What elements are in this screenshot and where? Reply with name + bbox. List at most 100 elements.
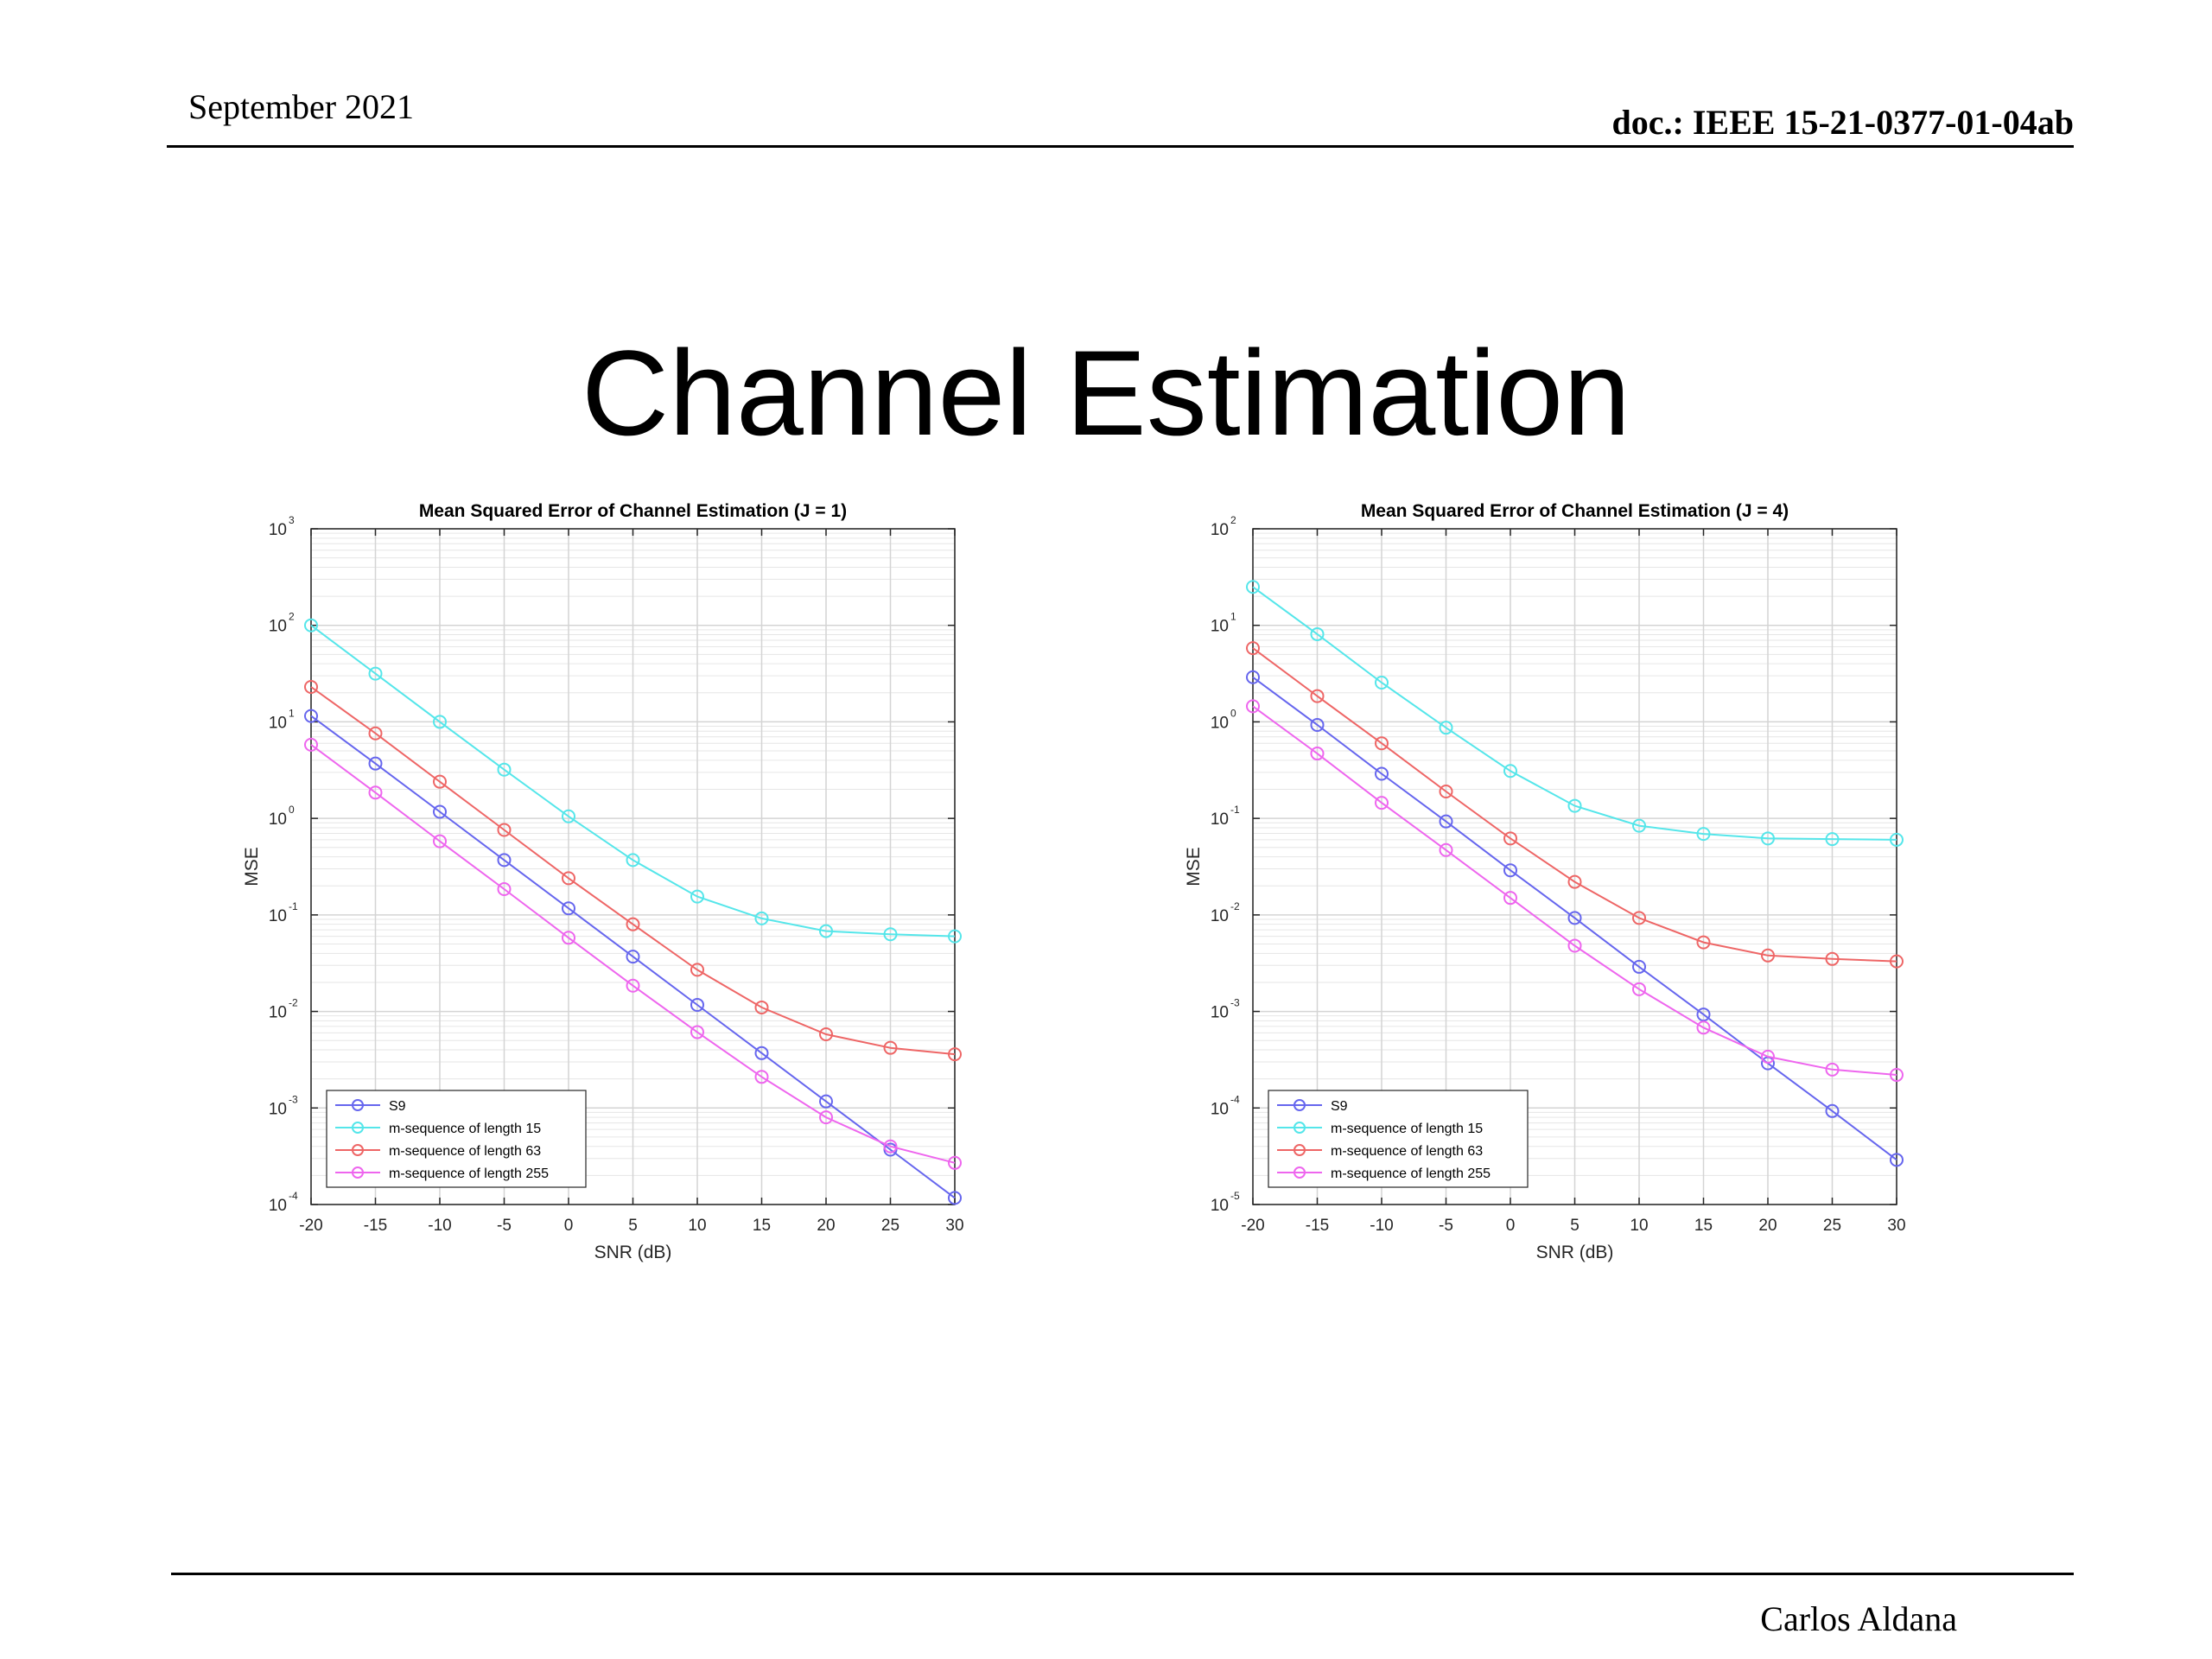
x-tick-label: 15: [753, 1217, 771, 1235]
y-axis-label: MSE: [1184, 847, 1204, 887]
data-point: [1696, 1007, 1711, 1022]
x-tick-label: 10: [1630, 1217, 1648, 1235]
data-point: [1632, 982, 1646, 996]
legend-entry: m-sequence of length 255: [1331, 1166, 1491, 1181]
data-point: [1439, 721, 1453, 735]
data-point: [304, 618, 318, 632]
legend-entry: m-sequence of length 63: [389, 1144, 541, 1159]
data-point: [304, 709, 318, 723]
x-tick-label: 10: [688, 1217, 706, 1235]
mse-chart-j1: -20 -15 -10 -5 0 5 10 15 20 25 30 10 -4 10 -3 10 -2 10 -1 1…: [225, 484, 1002, 1279]
y-tick-exponent: -4: [1230, 1093, 1240, 1105]
y-tick-label: 10: [269, 907, 287, 925]
x-tick-label: 20: [1758, 1217, 1777, 1235]
data-point: [626, 978, 640, 993]
data-point: [1375, 676, 1389, 690]
legend-entry: S9: [389, 1099, 406, 1114]
data-point: [883, 1040, 898, 1055]
series-line: [310, 686, 956, 1056]
x-tick-label: 0: [1506, 1217, 1516, 1235]
legend-marker: [352, 1099, 364, 1111]
x-axis-label: SNR (dB): [1536, 1243, 1614, 1262]
data-point: [368, 726, 383, 741]
data-point: [1761, 948, 1775, 963]
header-rule: [167, 145, 2074, 148]
y-tick-exponent: 1: [1230, 611, 1236, 623]
data-point: [1439, 814, 1453, 829]
data-point: [497, 882, 512, 897]
chart-svg: -20 -15 -10 -5 0 5 10 15 20 25 3010-410-310-210-11…: [242, 501, 964, 1262]
y-tick-exponent: 0: [289, 804, 295, 816]
x-tick-label: -20: [1241, 1217, 1264, 1235]
data-point: [1890, 1068, 1904, 1083]
y-tick-label: 10: [269, 1100, 287, 1118]
data-point: [304, 737, 318, 752]
legend-marker: [352, 1144, 364, 1156]
chart-svg: -20 -15 -10 -5 0 5 10 15 20 25 3010-510-410-310-21…: [1184, 501, 1906, 1262]
data-point: [497, 823, 512, 837]
x-tick-label: 30: [945, 1217, 963, 1235]
y-tick-exponent: -5: [1230, 1190, 1240, 1202]
y-tick-label: 10: [269, 1197, 287, 1215]
y-tick-exponent: 2: [1230, 514, 1236, 526]
footer-author: Carlos Aldana: [1760, 1599, 1957, 1638]
data-point: [754, 911, 769, 925]
legend-marker: [352, 1166, 364, 1179]
y-tick-label: 10: [1211, 907, 1229, 925]
x-tick-label: 25: [1823, 1217, 1841, 1235]
data-point: [368, 785, 383, 800]
data-point: [1761, 1049, 1775, 1064]
data-point: [1439, 785, 1453, 799]
y-tick-exponent: 2: [289, 611, 295, 623]
data-point: [562, 871, 575, 886]
y-tick-exponent: 0: [1230, 707, 1236, 719]
data-point: [819, 1110, 833, 1125]
series-line: [1252, 676, 1897, 1161]
series-2: [304, 680, 962, 1062]
data-point: [626, 950, 640, 964]
x-tick-label: 5: [1570, 1217, 1580, 1235]
data-point: [1825, 832, 1840, 847]
data-point: [1310, 689, 1325, 703]
data-point: [754, 1070, 769, 1084]
data-point: [819, 924, 833, 938]
y-tick-label: 10: [1211, 714, 1229, 732]
y-tick-label: 10: [269, 618, 287, 636]
series-2: [1246, 641, 1904, 969]
data-point: [1503, 863, 1517, 878]
data-point: [368, 756, 383, 771]
y-tick-label: 10: [1211, 618, 1229, 636]
y-tick-label: 10: [269, 521, 287, 539]
slide-title: Channel Estimation: [582, 325, 1630, 461]
data-point: [368, 666, 383, 681]
x-tick-label: -10: [1370, 1217, 1393, 1235]
data-point: [1890, 832, 1904, 847]
x-tick-label: 5: [628, 1217, 638, 1235]
data-point: [1696, 935, 1711, 950]
legend-entry: m-sequence of length 255: [389, 1166, 549, 1181]
legend-entry: m-sequence of length 63: [1331, 1144, 1483, 1159]
data-point: [690, 963, 704, 977]
chart-title: Mean Squared Error of Channel Estimation…: [419, 501, 847, 521]
data-point: [1375, 796, 1389, 810]
data-point: [1375, 736, 1389, 751]
data-point: [1375, 766, 1389, 781]
series-0: [304, 709, 962, 1205]
data-point: [754, 1000, 769, 1014]
data-point: [433, 834, 447, 849]
x-tick-label: 25: [881, 1217, 899, 1235]
data-point: [1503, 764, 1517, 779]
data-point: [1246, 699, 1260, 714]
y-tick-label: 10: [269, 810, 287, 829]
x-tick-label: 20: [817, 1217, 835, 1235]
y-tick-exponent: 3: [289, 514, 295, 526]
legend-marker: [1294, 1099, 1306, 1111]
x-tick-label: -20: [299, 1217, 322, 1235]
data-point: [1696, 1020, 1711, 1035]
y-tick-label: 10: [1211, 1197, 1229, 1215]
footer-rule: [171, 1573, 2074, 1575]
data-point: [497, 762, 512, 777]
series-line: [1252, 586, 1897, 841]
data-point: [1825, 951, 1840, 966]
data-point: [497, 853, 512, 868]
